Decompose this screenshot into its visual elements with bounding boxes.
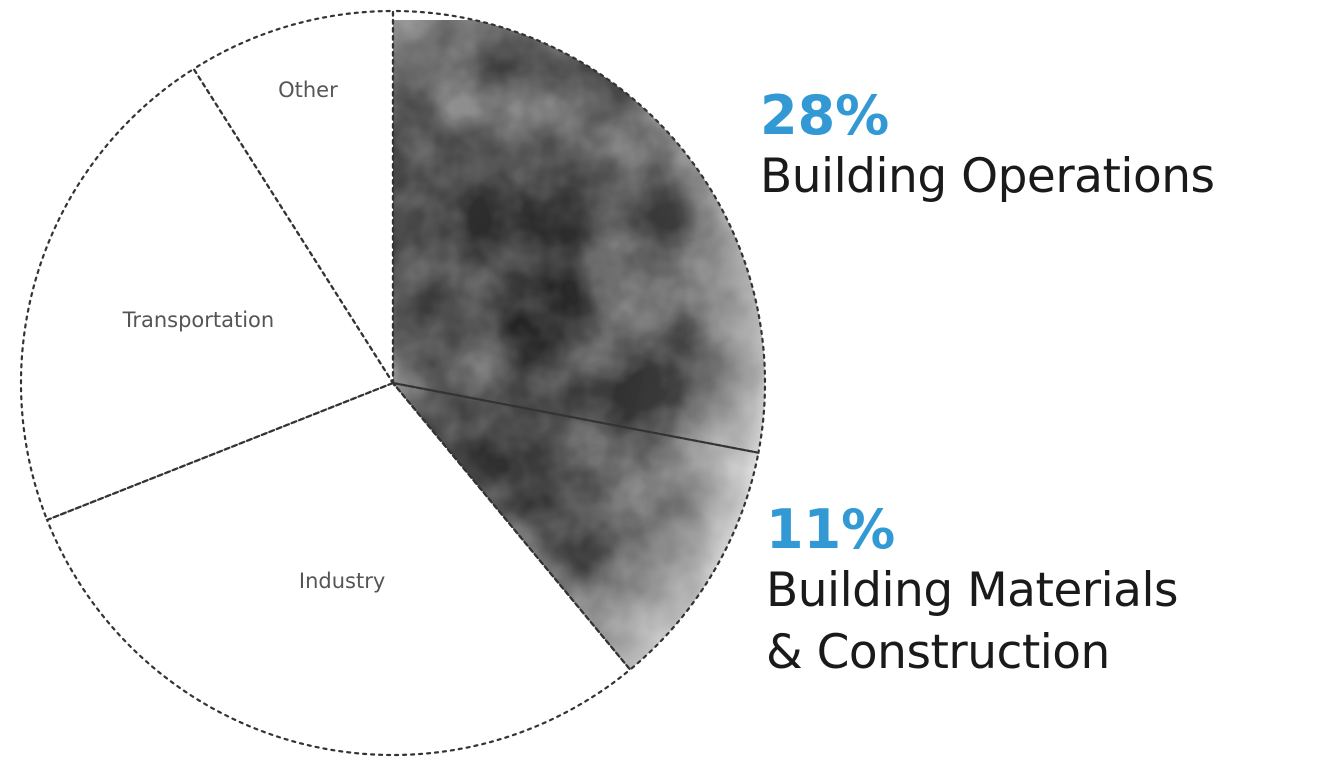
callout-operations-name: Building Operations [760, 149, 1215, 204]
smoke-texture [393, 20, 765, 670]
slice-label-transportation: Transportation [122, 308, 275, 332]
pie-slice-labels: Industry Transportation Other [122, 78, 386, 593]
callout-materials-name-line2: & Construction [766, 625, 1110, 680]
pie-slice-industry [45, 381, 632, 757]
pie-slice-other [192, 9, 395, 387]
slice-label-industry: Industry [299, 569, 385, 593]
pie-slices [19, 9, 767, 757]
pie-slice-building-materials-construction [390, 381, 760, 672]
callout-building-operations: 28% Building Operations [760, 86, 1215, 208]
callout-operations-percent: 28% [760, 84, 890, 147]
slice-label-other: Other [278, 78, 338, 102]
callout-materials-name-line1: Building Materials [766, 563, 1179, 618]
callout-materials-percent: 11% [766, 498, 896, 561]
pie-slice-building-operations [391, 9, 767, 454]
callout-building-materials: 11% Building Materials & Construction [766, 498, 1179, 684]
